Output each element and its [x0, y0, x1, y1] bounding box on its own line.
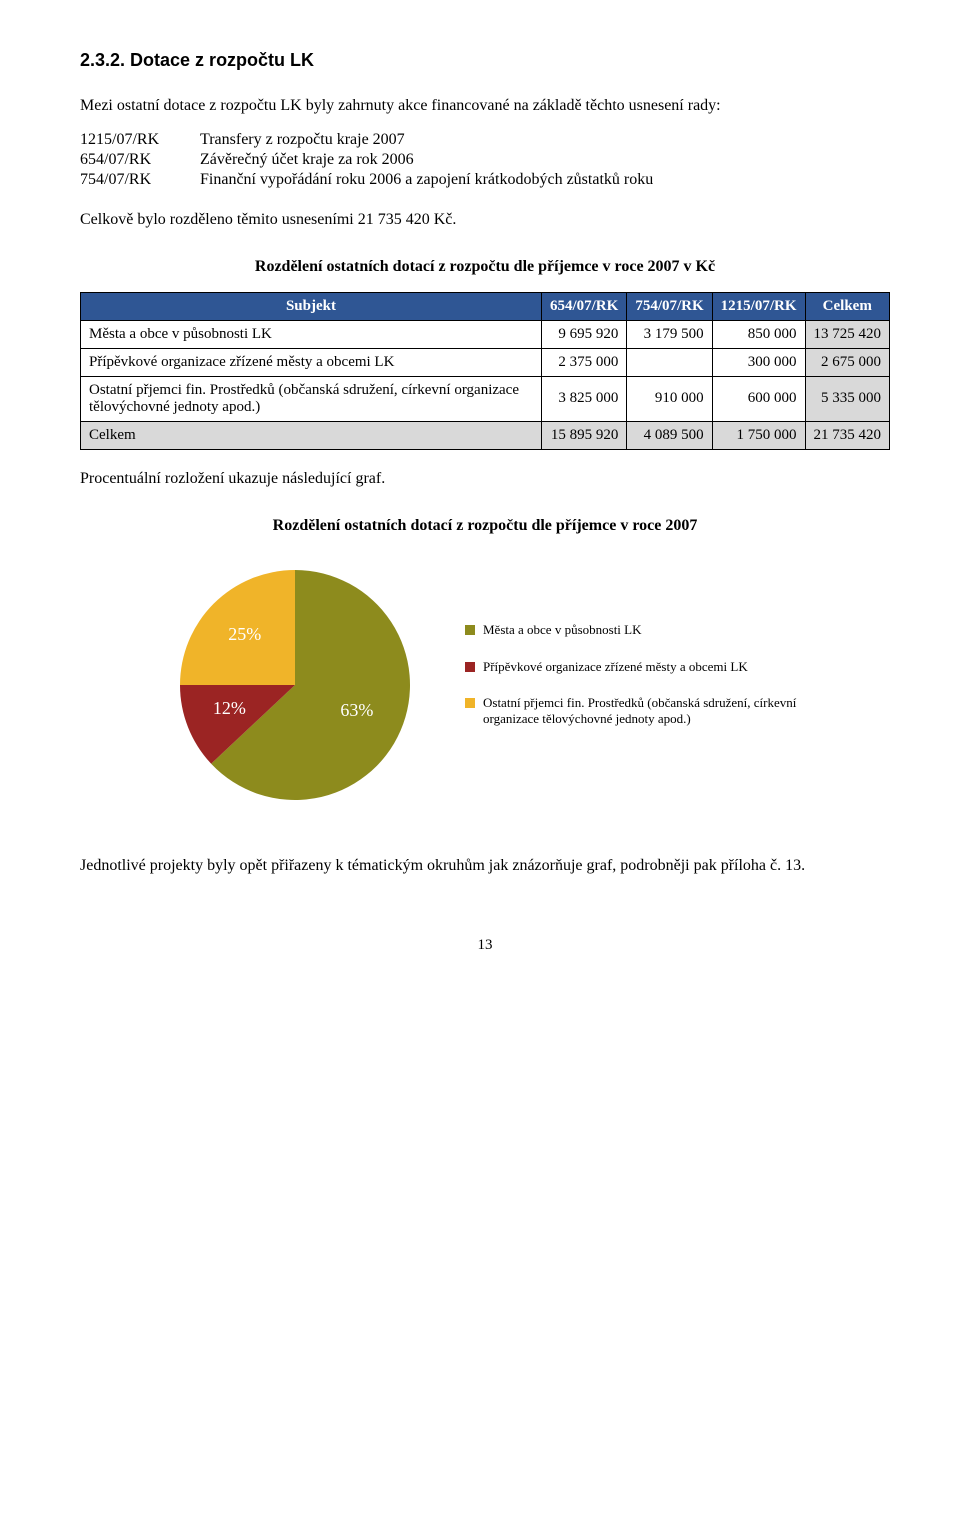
- table-header-cell: 654/07/RK: [541, 292, 626, 320]
- legend-label: Ostatní přjemci fin. Prostředků (občansk…: [483, 695, 825, 728]
- value-cell: 1 750 000: [712, 421, 805, 449]
- legend-swatch-icon: [465, 662, 475, 672]
- value-cell: 2 375 000: [541, 348, 626, 376]
- value-cell: 600 000: [712, 376, 805, 421]
- value-cell: 910 000: [627, 376, 712, 421]
- value-cell: 9 695 920: [541, 320, 626, 348]
- legend: Města a obce v působnosti LK Přípěvkové o…: [445, 622, 825, 747]
- value-cell: 5 335 000: [805, 376, 890, 421]
- value-cell: 4 089 500: [627, 421, 712, 449]
- table-row: Ostatní přjemci fin. Prostředků (občansk…: [81, 376, 890, 421]
- table-total-row: Celkem15 895 9204 089 5001 750 00021 735…: [81, 421, 890, 449]
- resolution-id: 654/07/RK: [80, 151, 200, 169]
- resolution-row: 754/07/RKFinanční vypořádání roku 2006 a…: [80, 171, 890, 189]
- table-row: Přípěvkové organizace zřízené městy a ob…: [81, 348, 890, 376]
- table-header-cell: Celkem: [805, 292, 890, 320]
- legend-item: Přípěvkové organizace zřízené městy a ob…: [465, 659, 825, 675]
- value-cell: 15 895 920: [541, 421, 626, 449]
- chart-title: Rozdělení ostatních dotací z rozpočtu dl…: [80, 515, 890, 537]
- legend-swatch-icon: [465, 698, 475, 708]
- table-header-row: Subjekt654/07/RK754/07/RK1215/07/RKCelke…: [81, 292, 890, 320]
- legend-swatch-icon: [465, 625, 475, 635]
- subject-cell: Ostatní přjemci fin. Prostředků (občansk…: [81, 376, 542, 421]
- value-cell: [627, 348, 712, 376]
- value-cell: 3 179 500: [627, 320, 712, 348]
- pie-column: 63% 12% 25%: [145, 555, 445, 815]
- closing-paragraph: Jednotlivé projekty byly opět přiřazeny …: [80, 855, 890, 877]
- legend-item: Města a obce v působnosti LK: [465, 622, 825, 638]
- pie-chart-svg: [145, 555, 445, 815]
- resolution-list: 1215/07/RKTransfery z rozpočtu kraje 200…: [80, 131, 890, 189]
- intro-paragraph: Mezi ostatní dotace z rozpočtu LK byly z…: [80, 95, 890, 117]
- resolution-id: 1215/07/RK: [80, 131, 200, 149]
- value-cell: 300 000: [712, 348, 805, 376]
- pie-chart-block: 63% 12% 25% Města a obce v působnosti LK Př…: [80, 555, 890, 815]
- table-caption: Rozdělení ostatních dotací z rozpočtu dl…: [80, 256, 890, 278]
- resolution-row: 1215/07/RKTransfery z rozpočtu kraje 200…: [80, 131, 890, 149]
- resolution-row: 654/07/RKZávěrečný účet kraje za rok 200…: [80, 151, 890, 169]
- legend-item: Ostatní přjemci fin. Prostředků (občansk…: [465, 695, 825, 728]
- page-number: 13: [80, 937, 890, 954]
- allocations-table: Subjekt654/07/RK754/07/RK1215/07/RKCelke…: [80, 292, 890, 450]
- legend-label: Města a obce v působnosti LK: [483, 622, 642, 638]
- value-cell: 850 000: [712, 320, 805, 348]
- pie-pct-label: 63%: [340, 700, 373, 721]
- subject-cell: Města a obce v působnosti LK: [81, 320, 542, 348]
- table-row: Města a obce v působnosti LK9 695 9203 1…: [81, 320, 890, 348]
- subject-cell: Celkem: [81, 421, 542, 449]
- subject-cell: Přípěvkové organizace zřízené městy a ob…: [81, 348, 542, 376]
- summary-line: Celkově bylo rozděleno těmito usneseními…: [80, 209, 890, 231]
- value-cell: 2 675 000: [805, 348, 890, 376]
- legend-label: Přípěvkové organizace zřízené městy a ob…: [483, 659, 748, 675]
- resolution-desc: Finanční vypořádání roku 2006 a zapojení…: [200, 171, 890, 189]
- table-header-cell: 1215/07/RK: [712, 292, 805, 320]
- section-heading: 2.3.2. Dotace z rozpočtu LK: [80, 50, 890, 71]
- pie-pct-label: 25%: [228, 624, 261, 645]
- after-table-line: Procentuální rozložení ukazuje následují…: [80, 468, 890, 490]
- resolution-id: 754/07/RK: [80, 171, 200, 189]
- resolution-desc: Transfery z rozpočtu kraje 2007: [200, 131, 890, 149]
- value-cell: 21 735 420: [805, 421, 890, 449]
- value-cell: 13 725 420: [805, 320, 890, 348]
- table-header-cell: Subjekt: [81, 292, 542, 320]
- table-header-cell: 754/07/RK: [627, 292, 712, 320]
- pie-pct-label: 12%: [213, 698, 246, 719]
- resolution-desc: Závěrečný účet kraje za rok 2006: [200, 151, 890, 169]
- value-cell: 3 825 000: [541, 376, 626, 421]
